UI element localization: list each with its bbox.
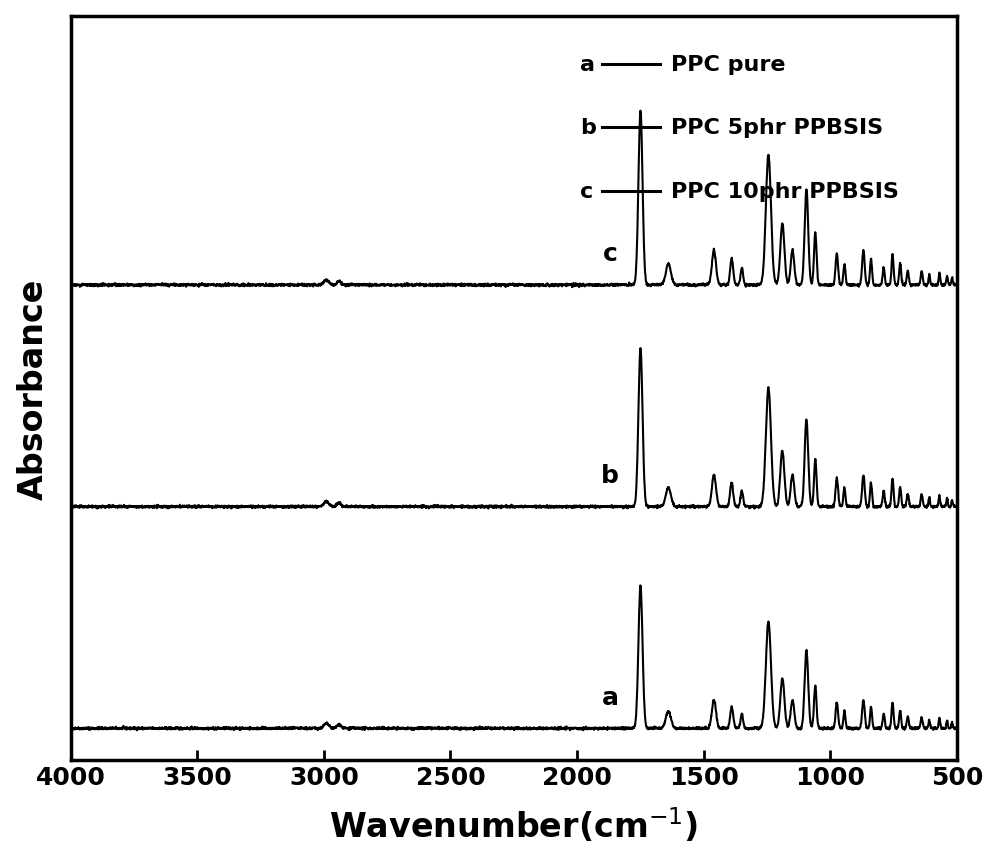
Text: a: a xyxy=(580,55,595,75)
Text: b: b xyxy=(601,463,619,487)
Text: PPC 5phr PPBSIS: PPC 5phr PPBSIS xyxy=(671,118,883,138)
Text: c: c xyxy=(603,242,618,266)
Text: c: c xyxy=(580,182,594,201)
Text: PPC 10phr PPBSIS: PPC 10phr PPBSIS xyxy=(671,182,899,201)
Text: b: b xyxy=(580,118,596,138)
X-axis label: Wavenumber(cm$^{-1}$): Wavenumber(cm$^{-1}$) xyxy=(329,806,698,845)
Text: PPC pure: PPC pure xyxy=(671,55,785,75)
Y-axis label: Absorbance: Absorbance xyxy=(17,278,50,499)
Text: a: a xyxy=(602,684,619,709)
